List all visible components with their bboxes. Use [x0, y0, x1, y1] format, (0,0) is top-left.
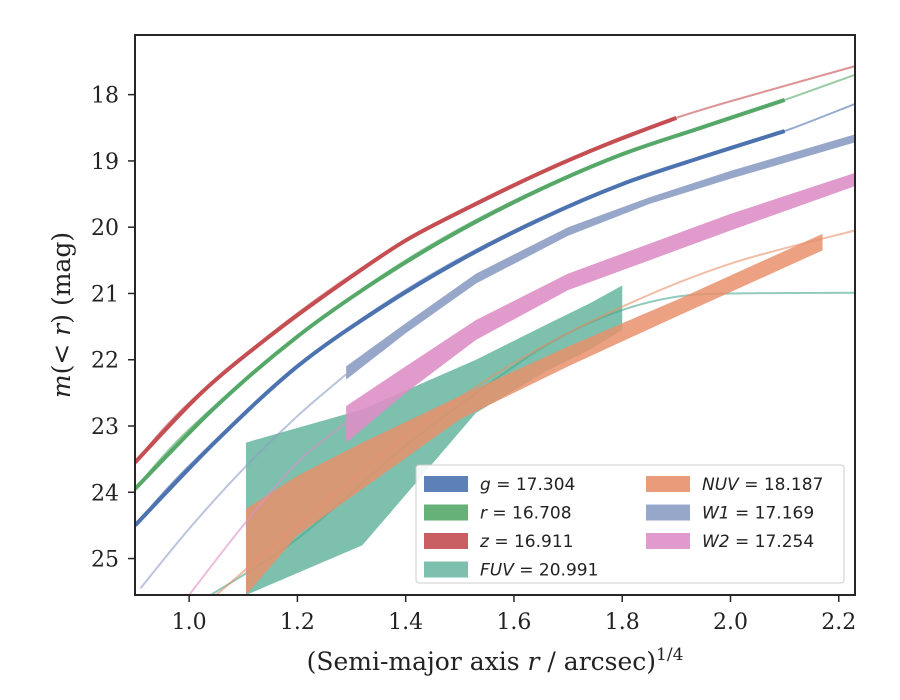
- series-nuv: [215, 229, 855, 595]
- legend-swatch: [424, 533, 468, 549]
- x-axis-label: (Semi-major axis r / arcsec)1/4: [307, 645, 684, 676]
- legend-entry-nuv: NUV = 18.187: [646, 475, 823, 495]
- x-tick-label: 1.6: [496, 610, 531, 635]
- band-r: [135, 98, 786, 491]
- legend-entry-z: z = 16.911: [424, 532, 573, 552]
- y-tick-label: 22: [91, 349, 119, 374]
- legend-label: W1 = 17.169: [702, 504, 814, 524]
- legend-box: [415, 464, 845, 584]
- y-tick-label: 24: [91, 481, 119, 506]
- legend-label: r = 16.708: [480, 504, 572, 524]
- y-tick-label: 21: [91, 282, 119, 307]
- legend-swatch: [646, 533, 690, 549]
- axis-ticks: 1.0 1.2 1.4 1.6 1.8 2.0 2.2 18 19 20 21 22 23 24 25: [91, 84, 856, 635]
- model-curve-w1: [139, 373, 347, 590]
- y-tick-label: 19: [91, 150, 119, 175]
- y-tick-label: 25: [91, 548, 119, 573]
- x-tick-label: 2.2: [821, 610, 856, 635]
- y-tick-label: 20: [91, 216, 119, 241]
- y-tick-label: 18: [91, 84, 119, 109]
- model-curve-w2: [188, 421, 347, 595]
- band-g: [135, 129, 786, 527]
- x-tick-label: 1.8: [605, 610, 640, 635]
- legend-label: NUV = 18.187: [702, 475, 823, 495]
- legend-entry-w1: W1 = 17.169: [646, 504, 814, 524]
- x-tick-label: 1.0: [172, 610, 207, 635]
- legend-label: g = 17.304: [480, 475, 575, 495]
- legend-entry-w2: W2 = 17.254: [646, 532, 814, 552]
- legend-entry-g: g = 17.304: [424, 475, 575, 495]
- band-fuv: [245, 285, 623, 595]
- legend-swatch: [646, 476, 690, 492]
- y-axis-label: m(< r) (mag): [47, 232, 76, 398]
- series-z: [135, 65, 855, 464]
- plot-frame: [134, 34, 856, 596]
- legend-label: W2 = 17.254: [702, 532, 814, 552]
- legend-entry-r: r = 16.708: [424, 504, 572, 524]
- band-w2: [346, 172, 855, 443]
- legend-swatch: [424, 561, 468, 578]
- x-tick-label: 1.4: [388, 610, 423, 635]
- x-tick-label: 2.0: [713, 610, 748, 635]
- band-z: [135, 115, 678, 464]
- y-tick-label: 23: [91, 415, 119, 440]
- legend: g = 17.304 r = 16.708 z = 16.911 FUV = 20.9…: [415, 464, 845, 584]
- legend-label: FUV = 20.991: [480, 561, 598, 581]
- series-w1: [139, 134, 855, 590]
- x-tick-label: 1.2: [280, 610, 315, 635]
- legend-label: z = 16.911: [479, 532, 573, 552]
- series-w2: [188, 172, 855, 595]
- legend-entry-fuv: FUV = 20.991: [424, 561, 598, 581]
- series-r: [135, 73, 855, 491]
- legend-swatch: [646, 504, 690, 521]
- legend-swatch: [424, 476, 468, 492]
- legend-swatch: [424, 504, 468, 521]
- band-nuv: [245, 233, 823, 595]
- series-g: [135, 102, 855, 527]
- plot-area: [135, 65, 855, 595]
